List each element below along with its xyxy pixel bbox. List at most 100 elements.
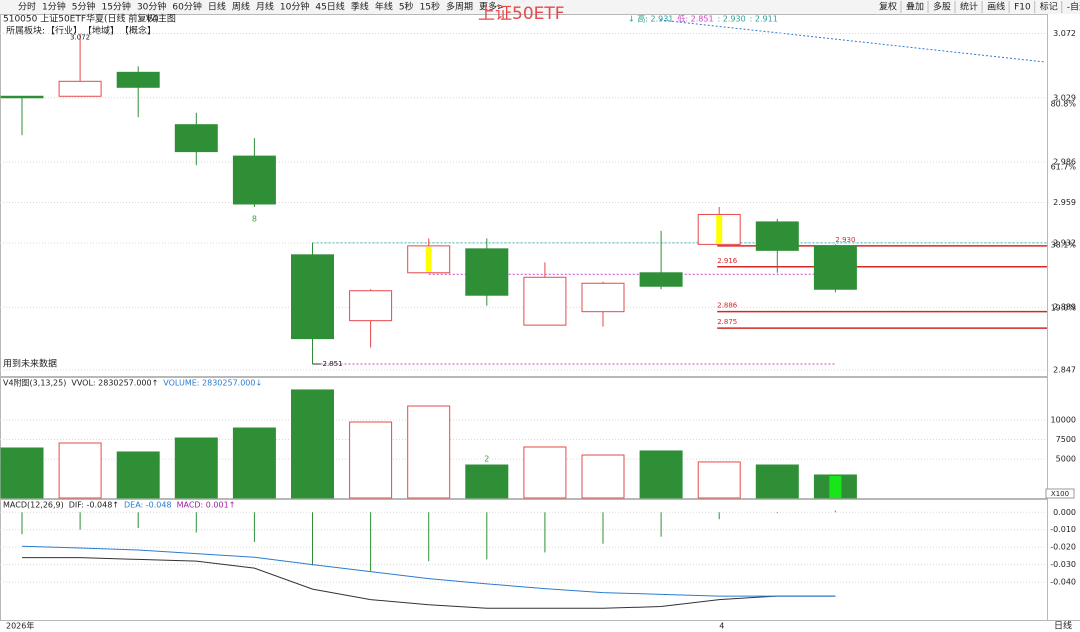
volume-bar (0, 447, 44, 499)
x-axis-label: 2026年 (6, 621, 34, 631)
volume-bar (523, 446, 567, 499)
candle-body (116, 71, 160, 88)
sector-label: 所属板块: (6, 25, 45, 37)
candle-body (523, 276, 567, 326)
volume-bar (581, 454, 625, 499)
period-tab[interactable]: 45日线 (315, 1, 344, 13)
macd-line (22, 557, 836, 609)
period-tab[interactable]: 5秒 (399, 1, 414, 13)
marker-label: 2 (484, 455, 489, 464)
y-tick-label: 2.959 (1053, 198, 1076, 207)
level-label: 2.875 (717, 318, 737, 326)
code-line: 510050 上证50ETF华夏(日线 前复权) (3, 13, 159, 25)
period-tab[interactable]: 1分钟 (42, 1, 66, 13)
candle-body (0, 95, 44, 99)
volume-bar (755, 464, 799, 499)
candle-body (639, 272, 683, 287)
candle-body (291, 254, 334, 340)
ratio-label: 80.8% (1051, 99, 1077, 108)
period-tab[interactable]: 多周期 (446, 1, 473, 13)
toolbar-button[interactable]: -自选 (1067, 1, 1080, 13)
price-summary: 低: 2.851 (677, 14, 713, 24)
period-tab[interactable]: 15秒 (420, 1, 440, 13)
period-label: 日线 (1054, 620, 1072, 632)
period-tab[interactable]: 5分钟 (72, 1, 96, 13)
volume-bar (174, 437, 218, 499)
volume-header: VOLUME: 2830257.000↓ (163, 379, 262, 388)
period-tab[interactable]: 10分钟 (280, 1, 309, 13)
period-tab[interactable]: 15分钟 (101, 1, 130, 13)
level-label: 2.930 (835, 236, 855, 244)
marker-label: 8 (252, 214, 257, 223)
y-tick-label: 7500 (1056, 435, 1076, 444)
candle-body (58, 80, 102, 97)
toolbar-button[interactable]: 标记 (1040, 1, 1058, 13)
volume-bar (407, 405, 451, 499)
toolbar-button[interactable]: 叠加 (906, 2, 924, 13)
y-tick-label: 5000 (1056, 454, 1076, 463)
candle-body (465, 248, 509, 296)
toolbar-button[interactable]: 画线 (987, 1, 1005, 13)
period-tab[interactable]: 分时 (18, 1, 36, 13)
period-tab[interactable]: 60分钟 (172, 1, 201, 13)
volume-bar (465, 464, 509, 499)
low-label: 2.851 (323, 360, 343, 368)
toolbar-button[interactable]: F10 (1014, 3, 1031, 13)
future-note: 用到未来数据 (3, 358, 57, 370)
candle-body (755, 221, 799, 251)
volume-bar (349, 421, 393, 499)
volume-bar (232, 427, 276, 499)
candle-highlight (716, 215, 723, 244)
candle-body (581, 282, 625, 313)
sector-tag[interactable]: 【地域】 (83, 25, 119, 37)
price-summary: : 2.911 (750, 15, 778, 24)
macd-line (21, 545, 836, 597)
period-tab[interactable]: 周线 (232, 1, 250, 13)
y-tick-label: -0.020 (1050, 543, 1076, 552)
macd-header: MACD: 0.001↑ (177, 501, 236, 510)
candle-body (174, 124, 218, 153)
candle-body (232, 155, 276, 205)
toolbar-button[interactable]: 多股 (933, 1, 951, 13)
ratio-label: 61.7% (1051, 163, 1077, 172)
indicator: V4主图 (146, 13, 176, 25)
price-summary: : 2.930 (718, 15, 746, 24)
main-panel (0, 14, 1048, 377)
toolbar-bg (0, 0, 1080, 14)
volume-header: V4附图(3,13,25) (3, 378, 66, 388)
period-tab[interactable]: 月线 (256, 1, 274, 13)
volume-bar (116, 451, 160, 499)
y-tick-label: -0.010 (1050, 525, 1076, 534)
macd-header: DIF: -0.048↑ (69, 501, 119, 510)
level-label: 2.916 (717, 257, 738, 265)
y-tick-label: 2.986 (1053, 158, 1076, 167)
period-tab[interactable]: 30分钟 (137, 1, 166, 13)
ratio-label: 38.1% (1051, 241, 1077, 250)
candle-body (349, 290, 393, 322)
sector-tag[interactable]: 【概念】 (120, 25, 156, 37)
unit-label: X100 (1051, 490, 1069, 498)
sector-tag[interactable]: 【行业】 (46, 25, 82, 37)
period-tab[interactable]: 日线 (208, 1, 226, 13)
level-label: 2.886 (717, 302, 738, 310)
trend-line (659, 19, 1046, 63)
unit-box (1045, 488, 1075, 499)
volume-bar (58, 442, 102, 499)
stock-title: 上证50ETF (478, 4, 565, 24)
y-tick-label: 3.029 (1053, 93, 1076, 102)
period-tab[interactable]: 更多> (479, 1, 505, 13)
y-tick-label: 10000 (1051, 415, 1076, 424)
period-tab[interactable]: 年线 (375, 1, 393, 13)
volume-highlight (829, 475, 842, 498)
toolbar-button[interactable]: 统计 (960, 1, 978, 13)
volume-bar (697, 461, 741, 499)
toolbar-button[interactable]: 复权 (879, 1, 897, 13)
y-tick-label: 2.932 (1053, 238, 1076, 247)
volume-bar (639, 450, 683, 499)
y-tick-label: 2.847 (1053, 366, 1076, 375)
ratio-label: 19.0% (1051, 304, 1077, 313)
volume-header: VVOL: 2830257.000↑ (71, 379, 158, 388)
candle-highlight (425, 246, 432, 272)
period-tab[interactable]: 季线 (351, 1, 369, 13)
price-summary: ↓ 高: 2.931 (628, 14, 673, 24)
